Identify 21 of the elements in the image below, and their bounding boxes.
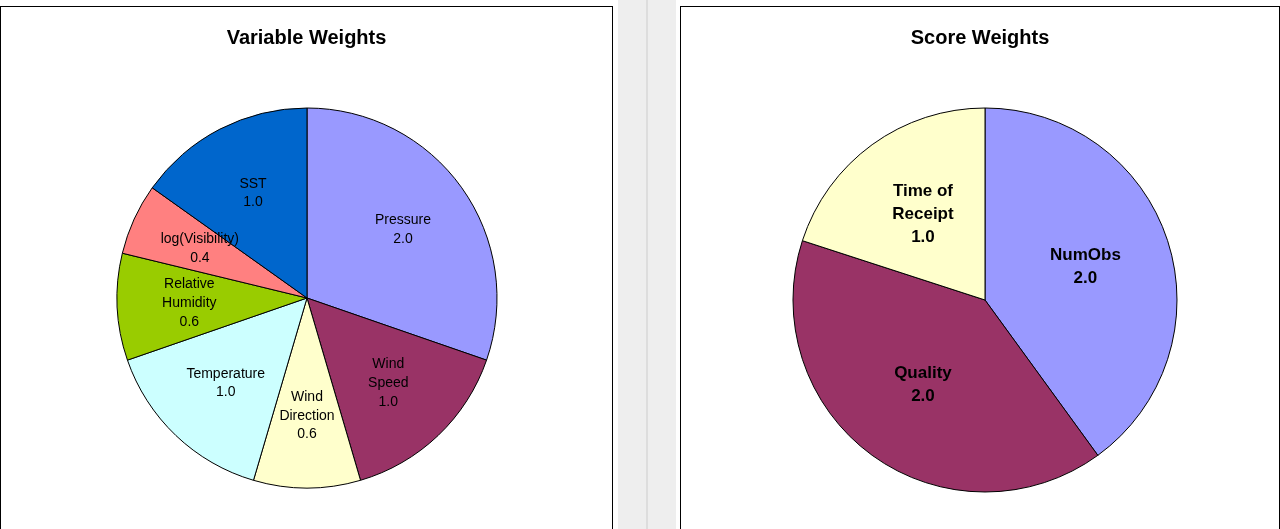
slice-label: Time of Receipt bbox=[892, 181, 954, 224]
slice-label: Pressure bbox=[374, 210, 432, 227]
data-label: 2.0 bbox=[1073, 268, 1098, 288]
slice-label: Temperature bbox=[186, 364, 266, 381]
data-label: 1.0 bbox=[911, 227, 935, 246]
data-label: 2.0 bbox=[911, 386, 935, 406]
slice-label: NumObs bbox=[1050, 245, 1121, 265]
chart-title: Score Weights bbox=[910, 26, 1050, 48]
data-label: 0.4 bbox=[190, 249, 210, 266]
data-label: 0.6 bbox=[179, 313, 200, 330]
chart-title: Variable Weights bbox=[226, 26, 387, 48]
slice-label: Relative Humidity bbox=[162, 275, 217, 311]
data-label: 0.6 bbox=[297, 425, 317, 442]
data-label: 1.0 bbox=[243, 193, 263, 210]
slice-label: Wind Direction bbox=[279, 387, 335, 423]
slice-label: Quality bbox=[894, 363, 953, 383]
slice-label: SST bbox=[239, 174, 268, 191]
data-label: 2.0 bbox=[393, 229, 413, 246]
slice-label: Wind Speed bbox=[368, 355, 409, 390]
data-label: 1.0 bbox=[378, 392, 399, 409]
data-label: 1.0 bbox=[215, 383, 236, 400]
